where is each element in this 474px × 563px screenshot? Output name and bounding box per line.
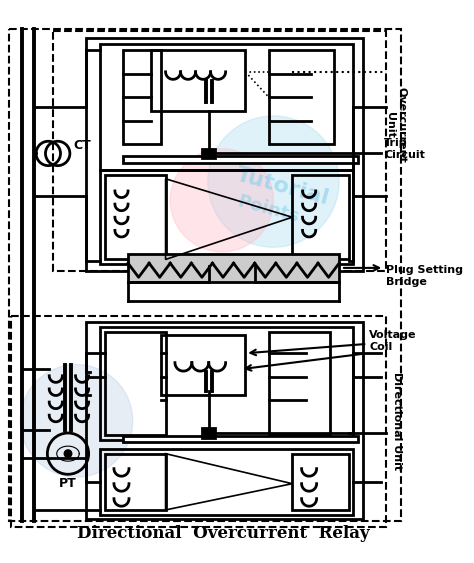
Text: Points: Points (236, 193, 302, 227)
Text: Trip
Circuit: Trip Circuit (384, 138, 425, 159)
Text: Directional  Overcurrent  Relay: Directional Overcurrent Relay (77, 525, 370, 542)
Text: CT: CT (73, 138, 91, 152)
Text: Voltage
Coil: Voltage Coil (369, 330, 417, 352)
Bar (202, 149, 215, 158)
Bar (86, 38, 363, 271)
Bar (100, 327, 353, 440)
Bar (202, 428, 215, 437)
Text: Tutorial: Tutorial (234, 164, 332, 208)
Bar (105, 454, 165, 510)
Bar (123, 436, 358, 443)
Circle shape (208, 116, 339, 247)
Bar (152, 50, 246, 111)
Bar (269, 50, 335, 144)
Bar (105, 332, 165, 435)
Text: Directional Unit: Directional Unit (392, 372, 402, 470)
Bar (123, 50, 161, 144)
Bar (269, 332, 330, 435)
Bar (292, 175, 348, 260)
Circle shape (64, 450, 72, 457)
Text: PT: PT (59, 477, 77, 490)
Circle shape (20, 364, 133, 477)
Bar (123, 157, 358, 163)
Bar (105, 175, 165, 260)
Bar (9, 29, 401, 521)
Bar (11, 316, 386, 527)
Text: Plug Setting
Bridge: Plug Setting Bridge (386, 265, 463, 287)
Bar (161, 334, 246, 395)
Bar (100, 171, 353, 264)
Bar (292, 454, 348, 510)
Text: Overcurrent
Unit: Overcurrent Unit (384, 87, 406, 163)
Bar (100, 449, 353, 515)
Bar (53, 32, 386, 271)
Circle shape (170, 149, 273, 252)
Bar (128, 254, 339, 282)
Bar (100, 44, 353, 171)
Bar (86, 322, 363, 519)
